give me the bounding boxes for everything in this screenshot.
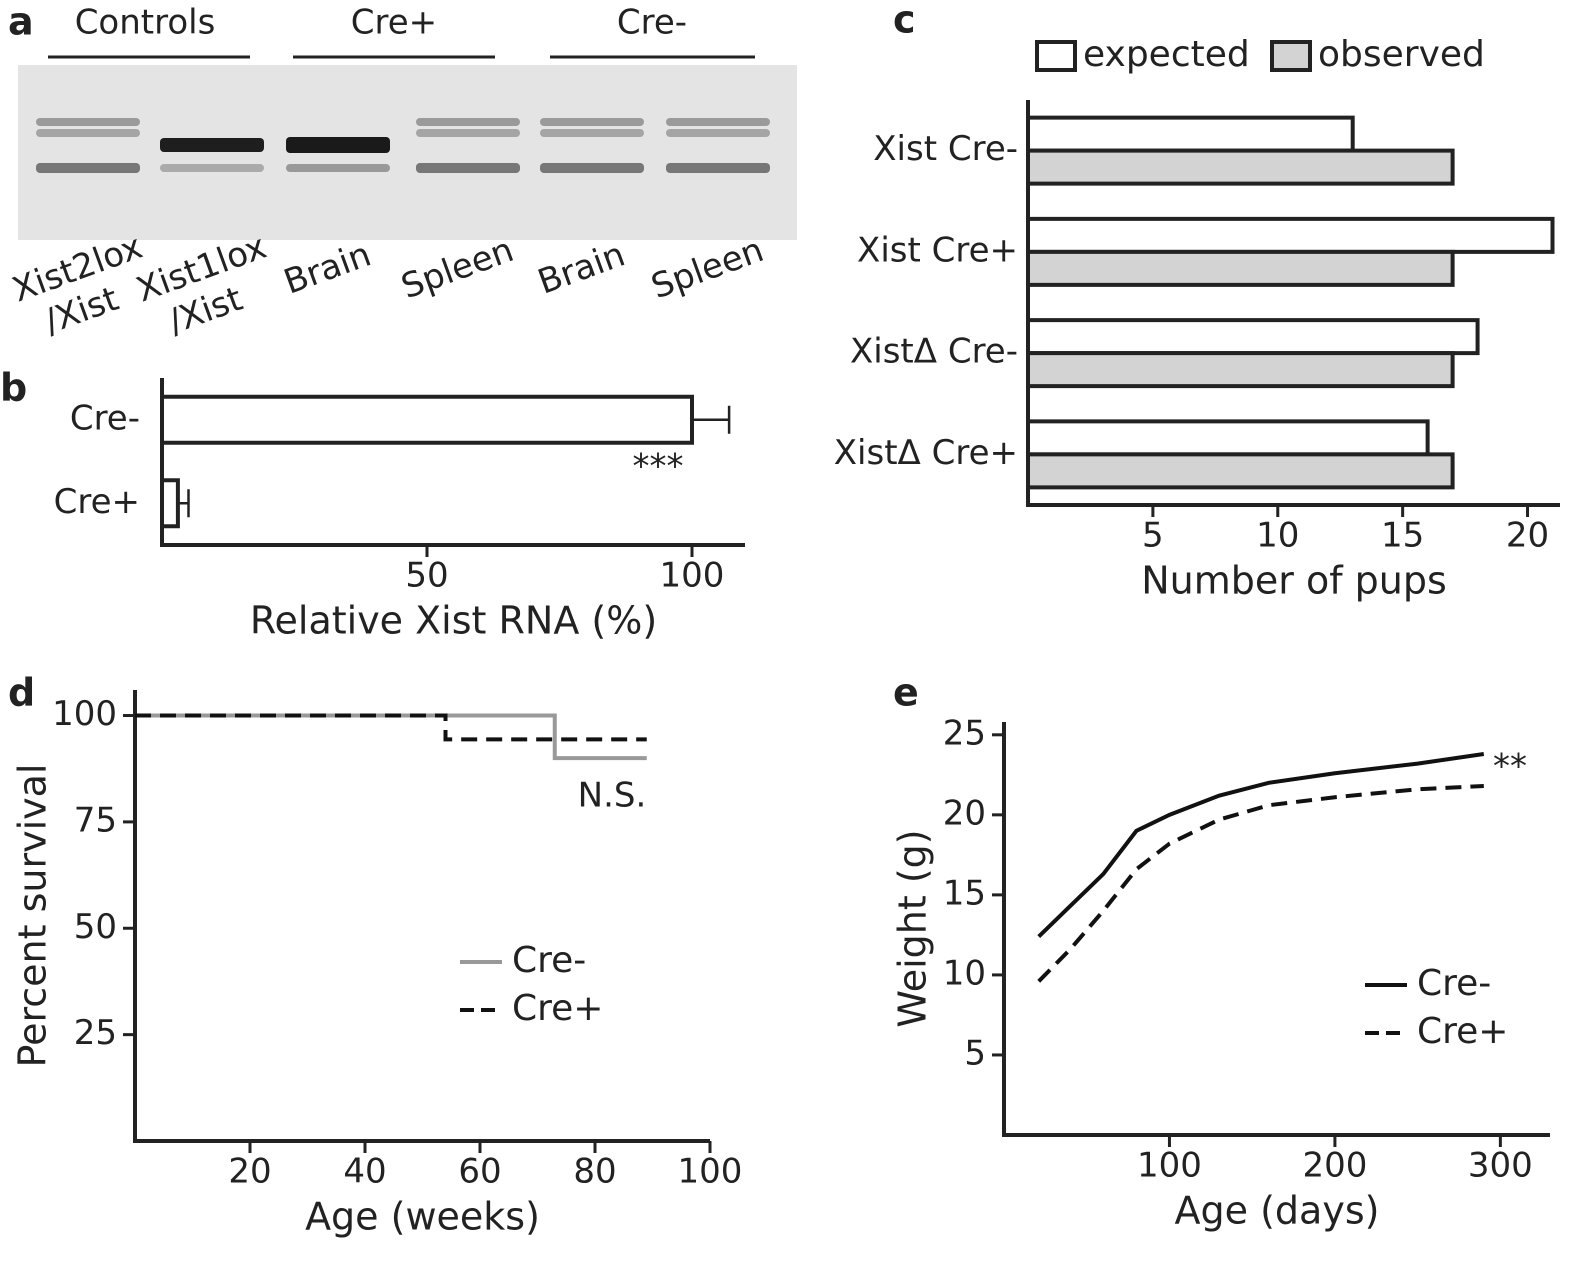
y-tick-label: 10 [943,953,986,993]
x-axis-label: Age (days) [1175,1189,1380,1233]
legend-label: Cre- [1417,963,1491,1004]
lane-label: Brain [279,235,376,303]
legend-swatch [1270,40,1312,72]
y-tick-label: 100 [52,694,117,734]
panel-letter: b [0,366,27,410]
y-tick-label: 15 [943,873,986,913]
lane-label: Spleen [646,230,769,307]
x-axis-label: Age (weeks) [305,1195,540,1239]
bar [1026,216,1555,254]
gel-band [416,129,520,137]
gel-band [160,164,264,172]
gel-band [36,129,140,137]
x-tick-label: 80 [573,1152,616,1192]
line [1037,752,1485,938]
gel-band [416,163,520,173]
legend-label: expected [1083,34,1250,75]
group-label: Cre+ [351,3,437,43]
gel [18,65,797,240]
gel-band [666,118,770,126]
lane-label: Spleen [396,230,519,307]
legend-label: Cre+ [1417,1011,1508,1052]
x-tick-label: 100 [678,1152,743,1192]
gel-panel: a Controls Cre+ Cre- [8,0,797,240]
y-tick-label: 20 [943,793,986,833]
y-tick-label: 25 [943,713,986,753]
gel-band [160,138,264,152]
line [1037,784,1484,983]
x-tick-label: 10 [1256,516,1299,556]
gel-band [416,118,520,126]
x-tick-label: 50 [405,556,448,596]
category-label: Cre+ [54,482,140,522]
y-axis-label: Weight (g) [891,829,935,1027]
category-label: XistΔ Cre- [850,332,1018,372]
chart-d: d 20 40 60 80 100 Age (weeks) Percent survival 2… [8,671,742,1239]
line [135,713,647,742]
y-tick-label: 25 [74,1013,117,1053]
gel-band [666,129,770,137]
axes [133,690,710,1143]
category-label: XistΔ Cre+ [834,433,1018,473]
category-label: Cre- [70,398,140,438]
group-label: Controls [75,3,216,43]
x-tick-label: 20 [228,1152,271,1192]
x-tick-label: 300 [1468,1146,1533,1186]
y-tick-label: 75 [74,800,117,840]
category-label: Xist Cre- [873,129,1018,169]
line [135,713,647,761]
x-axis-label: Number of pups [1141,559,1447,603]
x-tick-label: 5 [1142,516,1164,556]
bar [1026,318,1480,356]
x-tick-label: 40 [343,1152,386,1192]
y-tick-label: 5 [964,1033,986,1073]
annotation: *** [633,447,684,487]
bar [160,394,694,445]
category-label: Xist Cre+ [857,230,1018,270]
axes [1002,722,1550,1137]
legend-swatch [1035,40,1077,72]
x-tick-label: 100 [660,556,725,596]
error-bar [692,405,731,434]
bar [1026,115,1355,153]
gel-band [540,129,644,137]
gel-band [36,118,140,126]
group-label: Cre- [617,3,687,43]
x-tick-label: 200 [1302,1146,1367,1186]
bar [1026,419,1430,457]
x-tick-label: 15 [1381,516,1424,556]
x-tick-label: 60 [458,1152,501,1192]
panel-letter: d [8,671,35,715]
bar [1026,249,1455,287]
annotation: N.S. [578,776,647,816]
annotation: ** [1493,747,1527,787]
gel-band [286,164,390,172]
panel-letter: a [8,0,34,44]
legend-label: Cre+ [512,988,603,1029]
gel-band [540,118,644,126]
chart-e: e 100 200 300 Age (days) Weight (g) 5 10 15 20 25 *… [891,671,1550,1233]
legend-label: observed [1318,34,1485,75]
gel-band [666,163,770,173]
chart-c: c 5 10 15 20 Number of pups Xist Cre- Xist Cre+… [834,0,1560,603]
x-axis-label: Relative Xist RNA (%) [250,599,657,643]
x-tick-label: 20 [1506,516,1549,556]
gel-band [36,163,140,173]
gel-band [286,137,390,153]
panel-letter: c [893,0,916,42]
bar [160,478,180,529]
legend-label: Cre- [512,940,586,981]
bar [1026,351,1455,389]
x-tick-label: 100 [1137,1146,1202,1186]
gel-band [540,163,644,173]
panel-letter: e [893,671,919,715]
lane-label: Brain [533,235,630,303]
y-tick-label: 50 [74,907,117,947]
y-axis-label: Percent survival [11,764,55,1068]
bar [1026,452,1455,490]
bar [1026,148,1455,186]
